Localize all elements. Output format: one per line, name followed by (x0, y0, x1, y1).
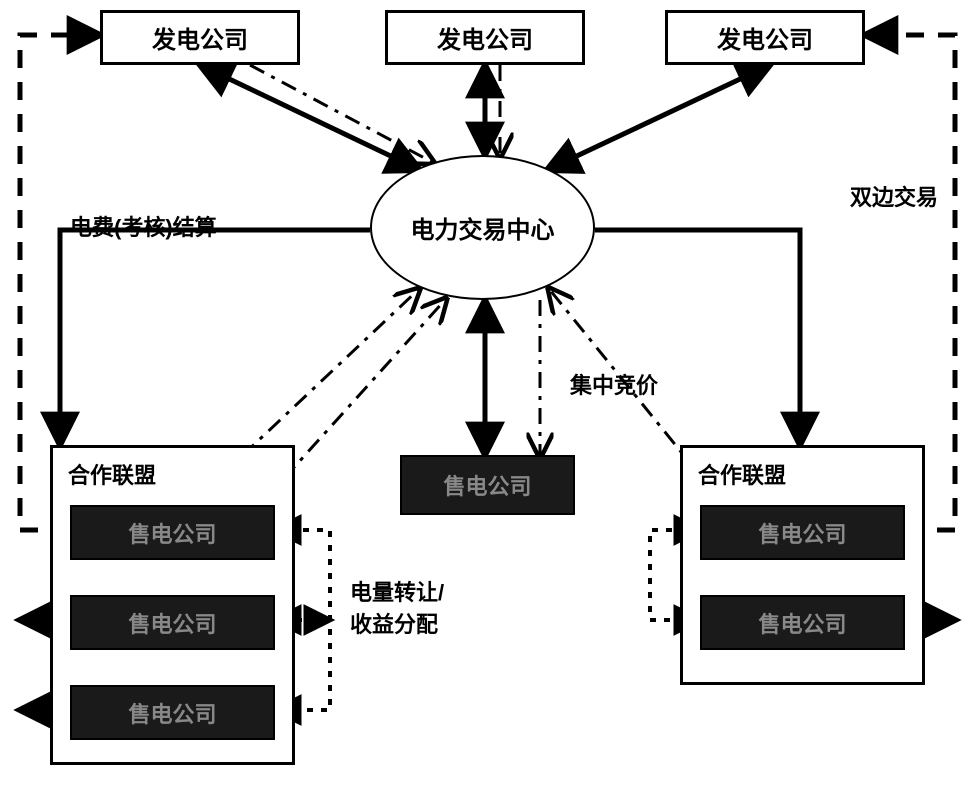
edge-label: 集中竞价 (570, 368, 658, 400)
alliance-label: 合作联盟 (698, 458, 786, 490)
edge-label: 电量转让/ 收益分配 (350, 575, 444, 639)
center-node: 电力交易中心 (370, 155, 595, 300)
sale-company-box: 售电公司 (70, 685, 275, 740)
alliance-label: 合作联盟 (68, 458, 156, 490)
sale-company-box: 售电公司 (700, 505, 905, 560)
sale-company-box: 售电公司 (700, 595, 905, 650)
sale-company-box: 售电公司 (70, 595, 275, 650)
edge-label: 双边交易 (850, 180, 938, 212)
diagram-canvas: 发电公司发电公司发电公司电力交易中心售电公司合作联盟合作联盟售电公司售电公司售电… (0, 0, 974, 791)
edge-label: 电费(考核)结算 (70, 210, 217, 242)
sale-company-box: 售电公司 (400, 455, 575, 515)
gen-company-box: 发电公司 (100, 10, 300, 65)
sale-company-box: 售电公司 (70, 505, 275, 560)
gen-company-box: 发电公司 (665, 10, 865, 65)
gen-company-box: 发电公司 (385, 10, 585, 65)
